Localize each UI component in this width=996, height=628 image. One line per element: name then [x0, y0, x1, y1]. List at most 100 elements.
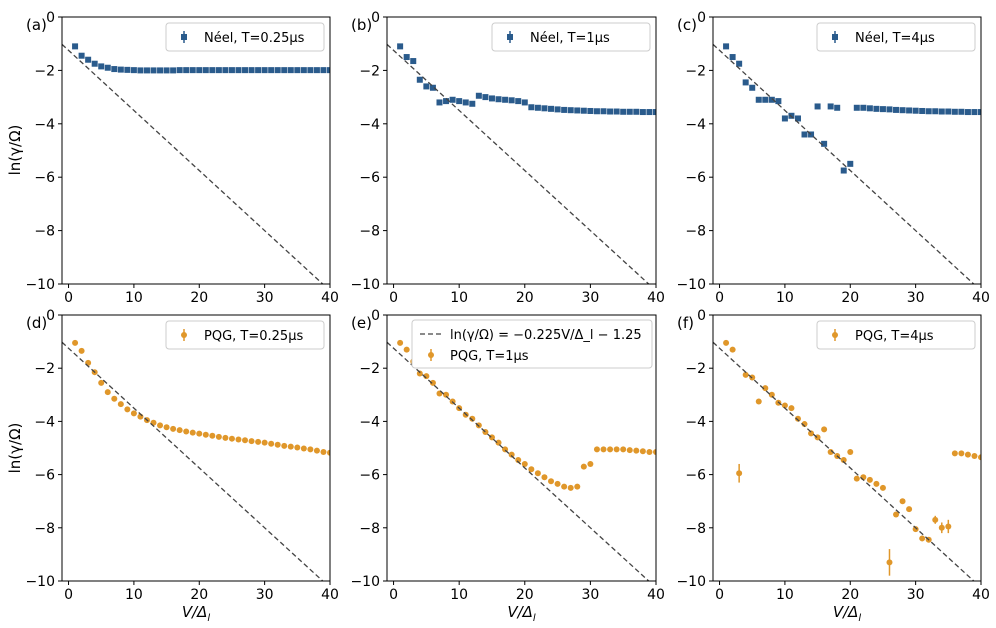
data-point — [762, 385, 769, 392]
data-point — [873, 480, 880, 487]
data-point — [416, 370, 423, 377]
y-tick-label: 0 — [371, 10, 380, 26]
fit-line — [713, 341, 975, 581]
plot-frame — [386, 314, 657, 582]
data-point — [607, 446, 614, 453]
data-point — [528, 466, 535, 473]
y-tick-label: −10 — [676, 277, 706, 293]
data-point — [554, 480, 561, 487]
data-point — [98, 63, 105, 70]
data-point — [567, 484, 574, 491]
x-tick-label: 40 — [647, 587, 665, 603]
data-point — [978, 454, 981, 461]
y-tick-label: −2 — [34, 361, 55, 377]
x-tick-label: 0 — [715, 290, 724, 306]
data-point — [639, 109, 646, 116]
data-point — [653, 109, 656, 116]
data-point — [268, 67, 275, 74]
data-point — [781, 402, 788, 409]
x-tick-label: 10 — [125, 290, 143, 306]
data-point — [248, 438, 255, 445]
data-point — [768, 96, 775, 103]
data-point — [462, 99, 469, 106]
legend-label: PQG, T=0.25μs — [204, 329, 303, 344]
data-point — [183, 67, 190, 74]
data-point — [587, 460, 594, 467]
data-point — [287, 443, 294, 450]
data-point — [620, 108, 627, 115]
data-point — [130, 67, 137, 74]
data-point — [607, 108, 614, 115]
data-point — [951, 108, 958, 115]
plot-frame — [61, 314, 331, 582]
data-point — [951, 450, 958, 457]
data-point — [912, 526, 919, 533]
data-point — [626, 447, 633, 454]
data-point — [495, 96, 502, 103]
data-point — [248, 67, 255, 74]
data-point — [736, 470, 743, 477]
y-axis-label-bottom: ln(γ/Ω) — [6, 423, 24, 474]
legend-label: Néel, T=0.25μs — [204, 31, 305, 46]
data-point — [469, 100, 476, 107]
data-point — [593, 446, 600, 453]
data-point — [919, 535, 926, 542]
data-point — [91, 60, 98, 67]
data-point — [886, 106, 893, 113]
fit-line — [62, 43, 324, 284]
data-point — [781, 115, 788, 122]
data-point — [215, 67, 222, 74]
x-tick-label: 40 — [972, 290, 990, 306]
data-point — [736, 60, 743, 67]
x-tick-label: 30 — [581, 290, 599, 306]
x-tick-label: 0 — [389, 587, 398, 603]
x-tick-label: 30 — [256, 587, 274, 603]
x-tick-label: 40 — [647, 290, 665, 306]
data-point — [879, 484, 886, 491]
data-point — [932, 108, 939, 115]
y-tick-label: −10 — [350, 277, 380, 293]
data-point — [488, 95, 495, 102]
y-tick-label: −4 — [34, 117, 55, 133]
y-tick-label: −10 — [25, 277, 55, 293]
data-point — [300, 67, 307, 74]
x-tick-label: 10 — [450, 290, 468, 306]
data-point — [626, 108, 633, 115]
y-tick-label: 0 — [46, 308, 55, 324]
data-point — [300, 445, 307, 452]
data-point — [978, 109, 981, 116]
data-point — [104, 389, 111, 396]
panel-label: (b) — [351, 16, 372, 34]
data-point — [834, 104, 841, 111]
data-point — [397, 43, 404, 50]
data-point — [600, 446, 607, 453]
data-point — [639, 448, 646, 455]
data-point — [98, 379, 105, 386]
legend-marker — [181, 34, 187, 40]
fit-line — [713, 43, 975, 284]
legend-box — [491, 22, 651, 52]
panel-label: (c) — [677, 16, 697, 34]
data-point — [958, 450, 965, 457]
data-point — [574, 483, 581, 490]
data-point — [801, 131, 808, 138]
plot-area — [387, 339, 656, 581]
data-point — [945, 108, 952, 115]
data-point — [403, 346, 410, 353]
x-tick-label: 30 — [256, 290, 274, 306]
data-point — [528, 104, 535, 111]
data-point — [235, 436, 242, 443]
data-point — [429, 84, 436, 91]
data-point — [202, 67, 209, 74]
x-axis-label: V/Δl — [833, 603, 862, 624]
data-point — [111, 66, 118, 73]
data-point — [775, 98, 782, 105]
y-tick-label: −8 — [685, 224, 706, 240]
data-point — [534, 104, 541, 111]
data-point — [268, 440, 275, 447]
data-point — [261, 67, 268, 74]
data-point — [228, 435, 235, 442]
data-point — [327, 449, 330, 456]
